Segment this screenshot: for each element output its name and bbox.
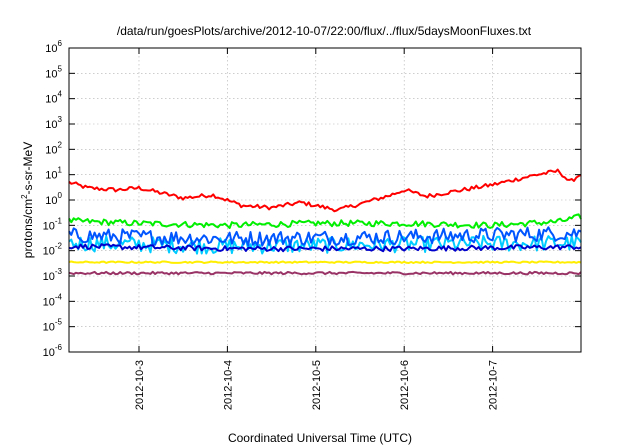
- y-tick-label: 10-5: [43, 318, 63, 334]
- ticks: [69, 47, 581, 353]
- y-tick-base: 10: [45, 43, 57, 55]
- y-tick-label: 10-1: [43, 216, 63, 232]
- y-tick-label: 10-4: [43, 292, 63, 308]
- y-tick-label: 10-6: [43, 343, 63, 359]
- x-tick-label: 2012-10-6: [399, 360, 411, 410]
- y-tick-exp: -5: [55, 318, 63, 327]
- x-tick-label: 2012-10-5: [311, 360, 323, 410]
- y-tick-exp: 1: [58, 166, 63, 175]
- y-tick-base: 10: [45, 170, 57, 182]
- y-tick-base: 10: [43, 246, 55, 258]
- series-line: [68, 213, 582, 230]
- y-tick-base: 10: [45, 195, 57, 207]
- x-axis-label: Coordinated Universal Time (UTC): [228, 431, 412, 445]
- y-tick-label: 106: [45, 39, 62, 55]
- y-tick-label: 105: [45, 64, 62, 80]
- y-tick-label: 101: [45, 166, 62, 182]
- series-line: [68, 260, 582, 264]
- y-tick-exp: 3: [58, 115, 63, 124]
- x-tick-label: 2012-10-7: [488, 360, 500, 410]
- y-tick-exp: 4: [58, 90, 63, 99]
- y-tick-base: 10: [45, 94, 57, 106]
- y-tick-base: 10: [43, 296, 55, 308]
- y-tick-label: 100: [45, 191, 62, 207]
- y-tick-exp: -1: [55, 216, 63, 225]
- x-tick-label: 2012-10-3: [134, 360, 146, 410]
- y-tick-exp: -6: [55, 343, 63, 352]
- x-tick-label: 2012-10-4: [222, 360, 234, 410]
- y-tick-exp: 5: [58, 64, 63, 73]
- y-tick-label: 10-2: [43, 242, 63, 258]
- y-tick-labels: 10-610-510-410-310-210-11001011021031041…: [43, 39, 63, 359]
- y-tick-base: 10: [45, 144, 57, 156]
- y-tick-exp: 2: [58, 140, 63, 149]
- chart-title: /data/run/goesPlots/archive/2012-10-07/2…: [117, 24, 532, 38]
- series-line: [68, 168, 582, 213]
- series-line: [68, 234, 582, 255]
- y-tick-label: 10-3: [43, 267, 63, 283]
- y-tick-label: 104: [45, 90, 62, 106]
- y-tick-base: 10: [43, 322, 55, 334]
- y-tick-base: 10: [43, 220, 55, 232]
- y-tick-label: 102: [45, 140, 62, 156]
- series-line: [68, 270, 582, 276]
- series-line: [68, 226, 582, 247]
- y-axis-label-sup: 2: [20, 194, 29, 199]
- y-tick-exp: -2: [55, 242, 63, 251]
- y-tick-exp: -3: [55, 267, 63, 276]
- y-axis-label-pre: protons/cm: [21, 199, 35, 258]
- y-axis-label-post: -s-sr-MeV: [21, 142, 35, 195]
- y-tick-label: 103: [45, 115, 62, 131]
- x-tick-labels: 2012-10-3 2012-10-4 2012-10-5 2012-10-6 2012…: [134, 360, 500, 410]
- y-tick-base: 10: [45, 119, 57, 131]
- y-tick-exp: -4: [55, 292, 63, 301]
- y-axis-label: protons/cm2-s-sr-MeV: [20, 142, 35, 258]
- y-tick-base: 10: [43, 271, 55, 283]
- y-tick-exp: 0: [58, 191, 63, 200]
- series-line: [68, 243, 582, 253]
- y-tick-base: 10: [43, 347, 55, 359]
- y-tick-base: 10: [45, 68, 57, 80]
- series-layer: [68, 168, 582, 276]
- y-tick-exp: 6: [58, 39, 63, 48]
- grid: [69, 48, 581, 352]
